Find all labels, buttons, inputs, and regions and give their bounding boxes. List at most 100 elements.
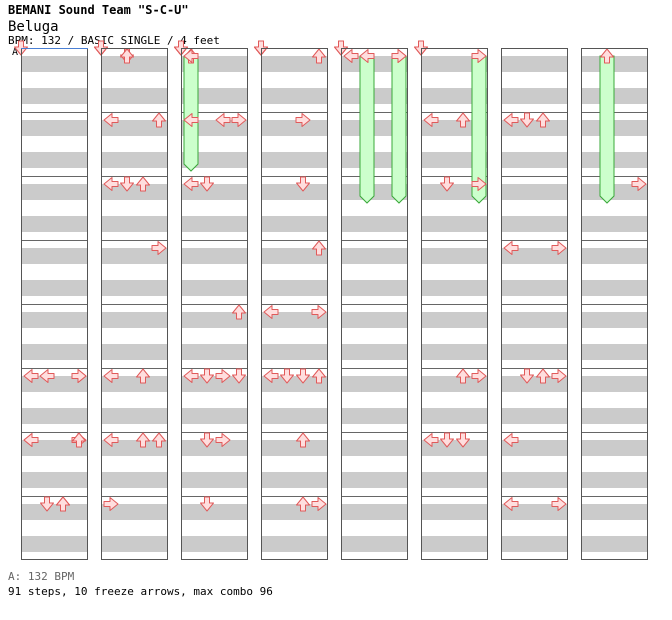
beat-band [21,312,88,328]
chart-column [14,40,88,560]
beat-band [501,248,568,264]
step-arrow-right [551,241,567,255]
step-arrow-up [120,48,134,64]
chart-column [174,40,248,560]
step-arrow-down [40,496,54,512]
measure-line [181,240,248,241]
measure-line [21,176,88,177]
artist-name: BEMANI Sound Team "S-C-U" [8,3,189,17]
step-arrow-up [136,176,150,192]
step-arrow-right [311,305,327,319]
beat-band [101,472,168,488]
step-arrow-right [71,369,87,383]
step-arrow-left [103,113,119,127]
song-title: Beluga [8,19,59,35]
measure-line [181,112,248,113]
beat-band [261,408,328,424]
beat-band [181,280,248,296]
measure-line [501,304,568,305]
measure-line [181,496,248,497]
step-arrow-left [183,113,199,127]
beat-band [501,216,568,232]
notes-layer [254,40,327,512]
step-arrow-right [215,433,231,447]
beat-band [261,376,328,392]
beat-band [581,248,648,264]
step-arrow-right [471,177,487,191]
beat-band [261,152,328,168]
chart-column [501,48,568,560]
beat-band [581,440,648,456]
beat-band [181,248,248,264]
beat-band [341,216,408,232]
step-arrow-up [296,496,310,512]
step-arrow-left [343,49,359,63]
beat-band [181,536,248,552]
measure-line [261,112,328,113]
beat-band [421,88,488,104]
step-arrow-down [520,112,534,128]
beat-band [421,344,488,360]
measure-line [341,368,408,369]
beat-band [181,408,248,424]
beat-band [101,280,168,296]
step-arrow-right [471,49,487,63]
measure-line [101,368,168,369]
step-arrow-up [600,48,614,64]
measure-line [21,368,88,369]
step-arrow-left [215,113,231,127]
beat-band [21,152,88,168]
beat-band [421,312,488,328]
beat-band [101,88,168,104]
measure-line [261,240,328,241]
measure-line [101,432,168,433]
beat-band [421,248,488,264]
beat-band [581,408,648,424]
beat-band [501,88,568,104]
measure-line [421,112,488,113]
step-arrow-left [23,433,39,447]
beat-band [421,472,488,488]
beat-band [421,440,488,456]
step-arrow-left [503,241,519,255]
step-arrow-up [232,304,246,320]
freeze-arrow-body [183,55,199,172]
step-arrow-down [440,432,454,448]
beat-band [501,440,568,456]
measure-line [421,240,488,241]
step-arrow-left [263,369,279,383]
step-arrow-up [456,112,470,128]
beat-band [341,504,408,520]
step-arrow-right [215,369,231,383]
beat-band [101,216,168,232]
step-arrow-right [391,49,407,63]
beat-band [261,472,328,488]
measure-line [341,432,408,433]
step-arrow-left [503,113,519,127]
beat-band [501,504,568,520]
measure-line [581,496,648,497]
chart-column [581,48,648,560]
beat-band [101,152,168,168]
beat-band [21,216,88,232]
measure-line [581,240,648,241]
beat-band [181,312,248,328]
step-arrow-right [551,497,567,511]
step-arrow-left [103,433,119,447]
notes-layer [174,40,247,512]
measure-line [261,432,328,433]
beat-band [581,504,648,520]
beat-band [101,408,168,424]
beat-band [21,184,88,200]
measure-line [421,304,488,305]
beat-band [261,88,328,104]
beat-band [101,120,168,136]
step-arrow-left [423,433,439,447]
beat-band [501,408,568,424]
chart-meta: BPM: 132 / BASIC SINGLE / 4 feet [8,34,220,47]
measure-line [421,176,488,177]
measure-line [101,176,168,177]
beat-band [341,408,408,424]
measure-line [261,496,328,497]
beat-band [421,376,488,392]
